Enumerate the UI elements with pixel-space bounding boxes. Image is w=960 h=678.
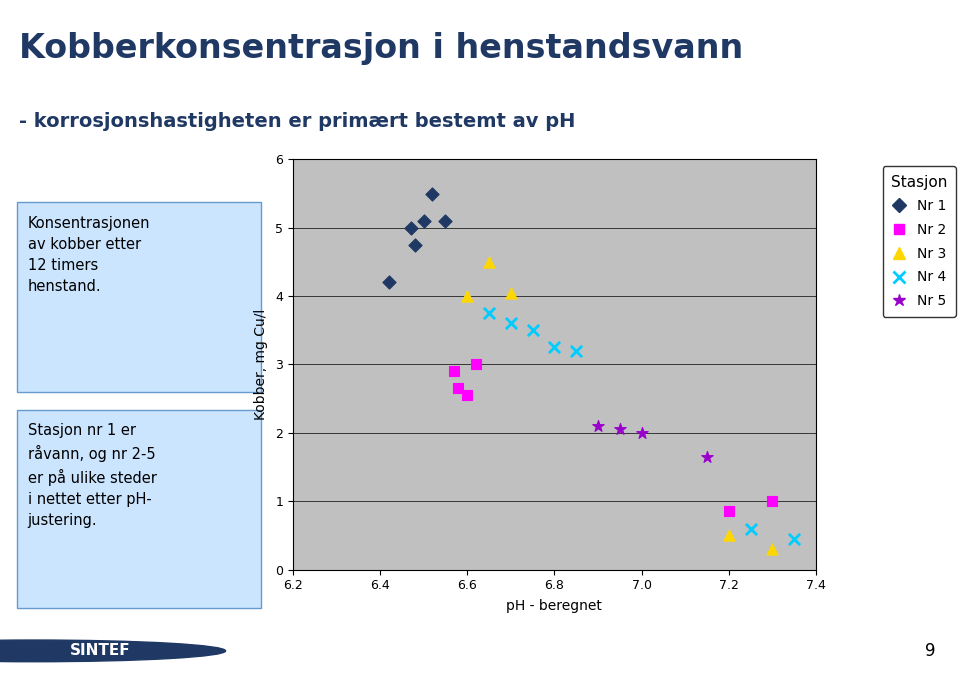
Point bbox=[699, 452, 714, 462]
Point bbox=[721, 506, 736, 517]
Text: - korrosjonshastigheten er primært bestemt av pH: - korrosjonshastigheten er primært beste… bbox=[19, 112, 576, 131]
Text: 9: 9 bbox=[925, 642, 936, 660]
Point bbox=[403, 222, 419, 233]
Point bbox=[407, 239, 422, 250]
Text: SINTEF Byggforsk: SINTEF Byggforsk bbox=[480, 644, 603, 658]
Point bbox=[481, 256, 496, 267]
Point bbox=[503, 287, 518, 298]
Point bbox=[381, 277, 396, 288]
Point bbox=[481, 308, 496, 319]
Circle shape bbox=[0, 636, 302, 666]
Text: Stasjon nr 1 er
råvann, og nr 2-5
er på ulike steder
i nettet etter pH-
justerin: Stasjon nr 1 er råvann, og nr 2-5 er på … bbox=[28, 423, 156, 528]
Point bbox=[416, 216, 431, 226]
Point bbox=[424, 188, 440, 199]
Text: Konsentrasjonen
av kobber etter
12 timers
henstand.: Konsentrasjonen av kobber etter 12 timer… bbox=[28, 216, 151, 294]
Y-axis label: Kobber, mg Cu/l: Kobber, mg Cu/l bbox=[254, 308, 268, 420]
Point bbox=[468, 359, 484, 370]
Legend: Nr 1, Nr 2, Nr 3, Nr 4, Nr 5: Nr 1, Nr 2, Nr 3, Nr 4, Nr 5 bbox=[882, 166, 955, 317]
Point bbox=[612, 424, 628, 435]
Point bbox=[451, 383, 467, 394]
Point bbox=[460, 390, 475, 401]
Point bbox=[721, 530, 736, 541]
Text: SINTEF: SINTEF bbox=[70, 643, 131, 658]
Point bbox=[446, 366, 462, 377]
Point bbox=[525, 325, 540, 336]
Point bbox=[460, 291, 475, 302]
Point bbox=[568, 345, 584, 356]
Circle shape bbox=[0, 640, 226, 662]
Text: Kobberkonsentrasjon i henstandsvann: Kobberkonsentrasjon i henstandsvann bbox=[19, 32, 743, 65]
X-axis label: pH - beregnet: pH - beregnet bbox=[507, 599, 602, 613]
Point bbox=[765, 544, 780, 555]
Point bbox=[786, 534, 802, 544]
Point bbox=[743, 523, 758, 534]
Point bbox=[634, 427, 649, 438]
FancyBboxPatch shape bbox=[17, 202, 261, 392]
Point bbox=[765, 496, 780, 506]
Point bbox=[547, 342, 563, 353]
FancyBboxPatch shape bbox=[17, 410, 261, 608]
Point bbox=[438, 216, 453, 226]
Point bbox=[503, 318, 518, 329]
Point bbox=[590, 420, 606, 431]
